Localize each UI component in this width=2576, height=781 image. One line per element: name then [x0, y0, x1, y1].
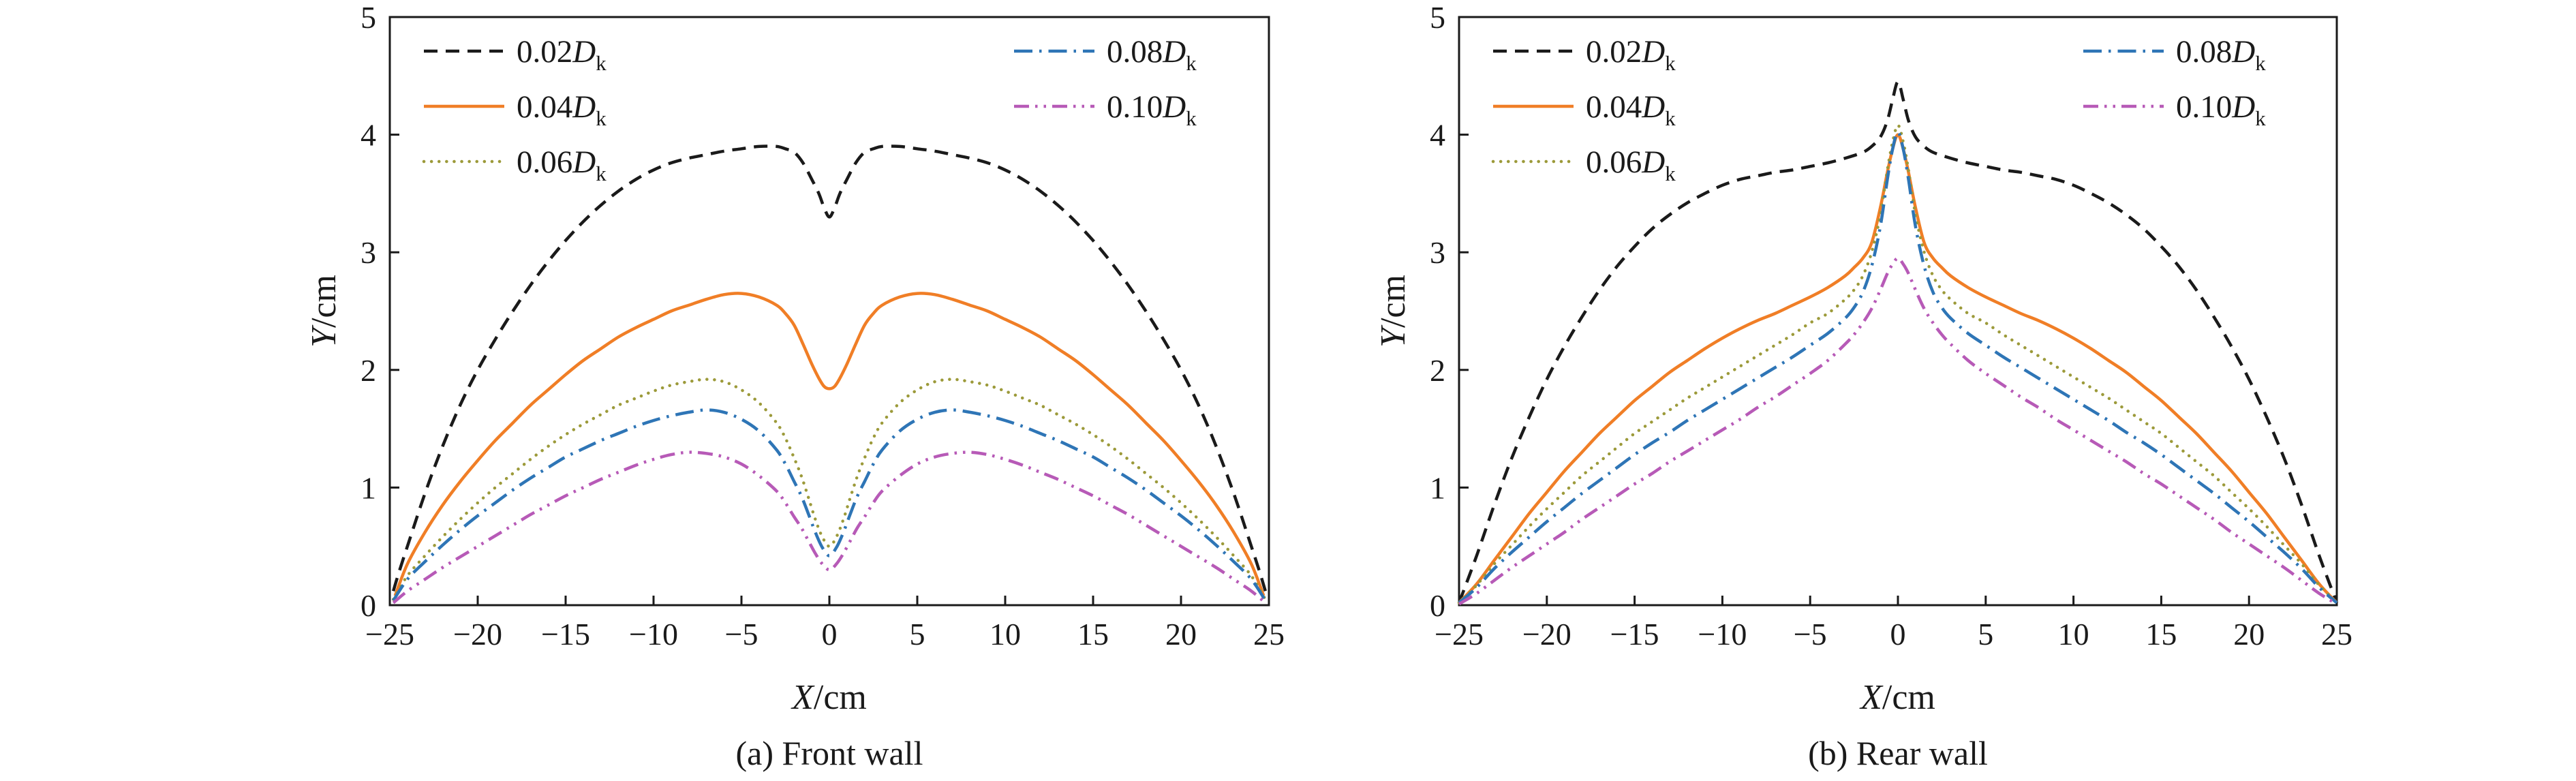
x-tick-label: 20: [2233, 617, 2265, 652]
legend-label-0.10Dk: 0.10Dk: [1107, 89, 1197, 130]
y-tick-label: 3: [361, 235, 376, 270]
series-0.06Dk: [391, 378, 1268, 601]
legend-label-0.10Dk: 0.10Dk: [2176, 89, 2266, 130]
series-0.06Dk: [1457, 123, 2339, 604]
y-tick-label: 3: [1430, 235, 1445, 270]
y-tick-label: 4: [361, 118, 376, 153]
y-tick-label: 0: [1430, 588, 1445, 623]
x-tick-label: −15: [1610, 617, 1659, 652]
caption-rear-wall: (b) Rear wall: [1808, 734, 1988, 772]
legend-label-0.08Dk: 0.08Dk: [2176, 34, 2266, 75]
y-tick-label: 2: [1430, 353, 1445, 388]
legend-label-0.04Dk: 0.04Dk: [1586, 89, 1676, 130]
x-tick-label: 20: [1165, 617, 1197, 652]
x-tick-label: 15: [1077, 617, 1109, 652]
x-tick-label: 0: [1890, 617, 1906, 652]
x-tick-label: −5: [1794, 617, 1827, 652]
legend-label-0.08Dk: 0.08Dk: [1107, 34, 1197, 75]
series-0.10Dk: [1458, 256, 2338, 606]
legend-label-0.02Dk: 0.02Dk: [517, 34, 607, 75]
x-tick-label: −20: [453, 617, 502, 652]
series-0.04Dk: [1458, 133, 2338, 604]
x-tick-label: 5: [1978, 617, 1993, 652]
y-tick-label: 1: [1430, 470, 1445, 505]
y-tick-label: 1: [361, 470, 376, 505]
legend-label-0.02Dk: 0.02Dk: [1586, 34, 1676, 75]
x-tick-label: −25: [1435, 617, 1484, 652]
caption-front-wall: (a) Front wall: [735, 734, 923, 772]
x-tick-label: −10: [1698, 617, 1747, 652]
y-tick-label: 5: [1430, 0, 1445, 35]
x-tick-label: 25: [1253, 617, 1285, 652]
y-axis-title: Y/cm: [305, 275, 343, 348]
front-wall-plot: −25 −20 −15 −10 −5 0 5 10 15 20 25 0 1 2 3 4 5 X/cm Y/cm 0.…: [305, 0, 1285, 717]
legend-label-0.04Dk: 0.04Dk: [517, 89, 607, 130]
x-tick-label: −10: [629, 617, 678, 652]
series-0.08Dk: [392, 408, 1267, 602]
x-tick-label: 15: [2145, 617, 2177, 652]
x-tick-label: 10: [990, 617, 1021, 652]
series-0.04Dk: [393, 292, 1266, 597]
y-tick-label: 0: [361, 588, 376, 623]
x-axis-title: X/cm: [791, 678, 867, 717]
x-tick-label: 0: [822, 617, 838, 652]
rear-wall-plot: −25 −20 −15 −10 −5 0 5 10 15 20 25 0 1 2 3 4 5 X/cm Y/cm 0.…: [1374, 0, 2352, 717]
y-tick-label: 4: [1430, 118, 1445, 153]
y-axis-title: Y/cm: [1374, 275, 1413, 348]
x-tick-label: −15: [541, 617, 590, 652]
x-tick-label: −20: [1522, 617, 1571, 652]
x-tick-label: −25: [365, 617, 414, 652]
y-tick-label: 5: [361, 0, 376, 35]
x-axis-title: X/cm: [1859, 678, 1935, 717]
x-tick-label: 5: [910, 617, 925, 652]
x-tick-label: −5: [725, 617, 758, 652]
series-0.10Dk: [392, 450, 1267, 604]
series-0.02Dk: [1457, 80, 2339, 604]
x-tick-label: 25: [2321, 617, 2352, 652]
series-0.02Dk: [392, 144, 1267, 592]
x-tick-label: 10: [2058, 617, 2089, 652]
legend-label-0.06Dk: 0.06Dk: [1586, 144, 1676, 185]
y-tick-label: 2: [361, 353, 376, 388]
series-0.08Dk: [1458, 130, 2338, 604]
legend-label-0.06Dk: 0.06Dk: [517, 144, 607, 185]
